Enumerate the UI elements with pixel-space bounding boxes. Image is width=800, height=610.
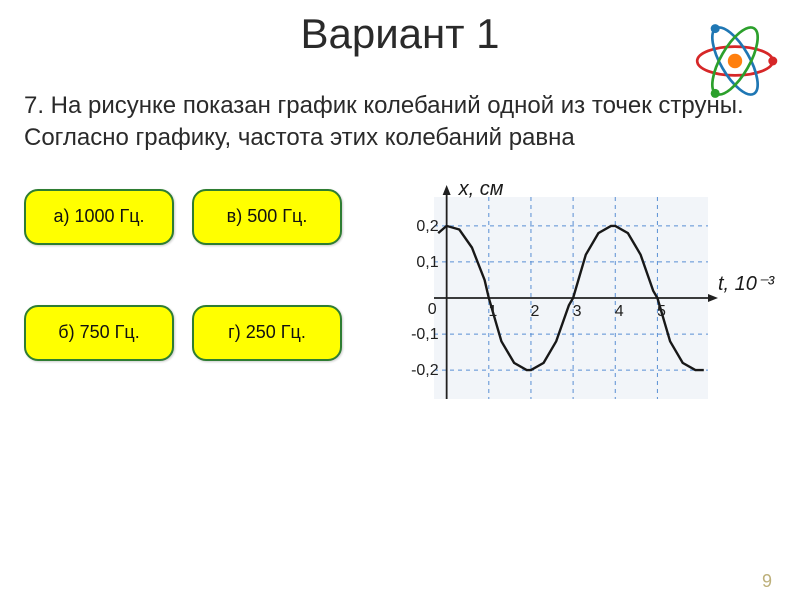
answers-grid: а) 1000 Гц. в) 500 Гц. б) 750 Гц. г) 250… xyxy=(24,189,342,413)
svg-text:x, см: x, см xyxy=(458,178,504,200)
oscillation-chart: 1 2 3 4 5 -0,2 -0,1 0 0,1 0,2 x, см t, 10⁻³ с xyxy=(378,173,778,413)
svg-text:t, 10⁻³ с: t, 10⁻³ с xyxy=(718,273,778,295)
answer-a[interactable]: а) 1000 Гц. xyxy=(24,189,174,245)
svg-text:4: 4 xyxy=(615,303,624,320)
question-text: 7. На рисунке показан график колебаний о… xyxy=(24,90,776,155)
svg-text:2: 2 xyxy=(531,303,540,320)
svg-text:5: 5 xyxy=(657,303,666,320)
svg-text:0,1: 0,1 xyxy=(416,254,438,271)
atom-icon xyxy=(690,16,780,106)
svg-text:3: 3 xyxy=(573,303,582,320)
answer-b[interactable]: б) 750 Гц. xyxy=(24,305,174,361)
svg-text:-0,2: -0,2 xyxy=(411,362,439,379)
content-row: а) 1000 Гц. в) 500 Гц. б) 750 Гц. г) 250… xyxy=(24,173,800,413)
svg-text:-0,1: -0,1 xyxy=(411,326,439,343)
page-title: Вариант 1 xyxy=(0,10,800,58)
svg-text:1: 1 xyxy=(488,303,497,320)
svg-text:0,2: 0,2 xyxy=(416,218,438,235)
svg-text:0: 0 xyxy=(428,301,437,318)
answer-g[interactable]: г) 250 Гц. xyxy=(192,305,342,361)
answer-v[interactable]: в) 500 Гц. xyxy=(192,189,342,245)
page-number: 9 xyxy=(762,571,772,592)
